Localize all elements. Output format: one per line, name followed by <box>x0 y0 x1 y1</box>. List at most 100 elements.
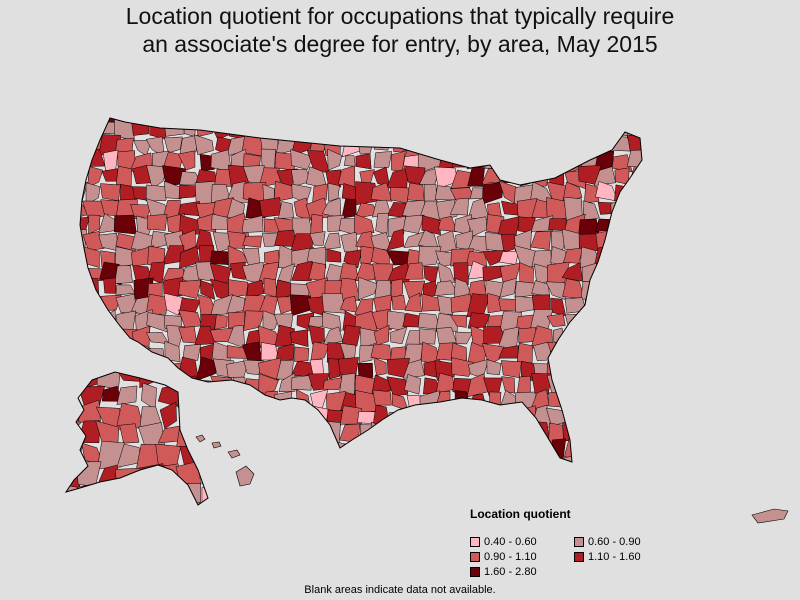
map-area <box>552 118 565 123</box>
map-area <box>178 326 198 344</box>
map-area <box>547 341 570 359</box>
map-area <box>391 393 409 412</box>
map-area <box>372 118 394 123</box>
map-area <box>273 180 298 203</box>
map-area <box>354 213 375 235</box>
map-area <box>242 118 265 124</box>
map-area <box>197 405 208 423</box>
map-area <box>425 453 443 462</box>
legend-swatch <box>470 536 480 547</box>
hawaii-islands <box>195 434 255 487</box>
map-area <box>87 166 104 189</box>
map-area <box>610 436 633 458</box>
map-area <box>339 423 361 443</box>
map-area <box>199 379 217 397</box>
map-area <box>338 372 356 397</box>
map-area <box>530 118 555 125</box>
map-area <box>176 422 204 448</box>
map-area <box>373 166 390 187</box>
map-area <box>647 139 666 151</box>
map-area <box>291 260 313 282</box>
map-area <box>389 326 408 345</box>
map-area <box>404 292 422 313</box>
map-area <box>646 198 665 220</box>
legend-swatch <box>574 536 584 547</box>
map-area <box>80 360 90 381</box>
map-area <box>625 216 642 236</box>
map-area <box>246 408 267 426</box>
map-area <box>355 454 374 462</box>
map-area <box>436 118 457 123</box>
map-area <box>515 442 534 461</box>
map-area <box>578 327 597 348</box>
map-area <box>273 391 293 411</box>
map-area <box>421 215 441 236</box>
map-area <box>628 244 642 269</box>
map-area <box>469 424 490 446</box>
map-area <box>644 277 665 299</box>
map-area <box>625 358 642 380</box>
map-area <box>194 394 215 411</box>
map-area <box>584 299 597 314</box>
map-area <box>214 314 228 330</box>
map-area <box>199 506 224 523</box>
map-area <box>595 358 617 375</box>
map-area <box>610 308 629 333</box>
map-area <box>199 280 216 300</box>
map-area <box>119 423 140 444</box>
map-area <box>211 407 234 427</box>
map-area <box>546 313 566 327</box>
map-area <box>326 122 344 141</box>
map-area <box>343 155 356 167</box>
map-area <box>115 310 137 331</box>
map-area <box>562 181 583 201</box>
map-area <box>209 122 233 140</box>
legend-item: 0.60 - 0.90 <box>574 535 684 548</box>
map-area <box>486 359 502 376</box>
map-area <box>341 139 362 158</box>
map-area <box>530 150 554 171</box>
legend-title: Location quotient <box>470 507 571 521</box>
map-area <box>179 384 199 410</box>
map-area <box>326 248 342 263</box>
map-area <box>307 246 327 269</box>
map-area <box>451 454 475 462</box>
map-area <box>614 234 633 251</box>
map-area <box>163 277 184 298</box>
map-area <box>482 136 500 155</box>
map-area <box>388 439 409 456</box>
map-title: Location quotient for occupations that t… <box>0 2 800 58</box>
map-area <box>643 389 664 410</box>
map-area <box>643 312 662 330</box>
map-area <box>340 118 360 122</box>
map-area <box>325 169 342 188</box>
map-area <box>599 421 617 444</box>
map-area <box>610 409 634 425</box>
map-area <box>564 357 586 377</box>
map-area <box>626 183 642 205</box>
map-area <box>230 261 246 280</box>
map-area <box>99 341 123 363</box>
map-area <box>482 265 506 282</box>
map-area <box>193 134 214 156</box>
map-area <box>611 390 633 407</box>
map-area <box>449 197 469 216</box>
map-area <box>323 420 341 445</box>
title-line-2: an associate's degree for entry, by area… <box>142 31 658 57</box>
map-area <box>375 118 393 142</box>
map-area <box>180 392 200 411</box>
map-area <box>115 284 136 296</box>
map-area <box>389 118 411 124</box>
map-area <box>514 118 537 121</box>
map-area <box>370 452 392 462</box>
map-area <box>610 452 634 462</box>
map-area <box>643 439 664 457</box>
map-area <box>390 187 411 204</box>
map-area <box>263 277 278 298</box>
map-area <box>434 118 456 139</box>
map-area <box>418 411 442 427</box>
map-area <box>342 456 356 462</box>
map-area <box>290 442 315 459</box>
map-area <box>577 441 601 457</box>
map-area <box>228 279 249 299</box>
